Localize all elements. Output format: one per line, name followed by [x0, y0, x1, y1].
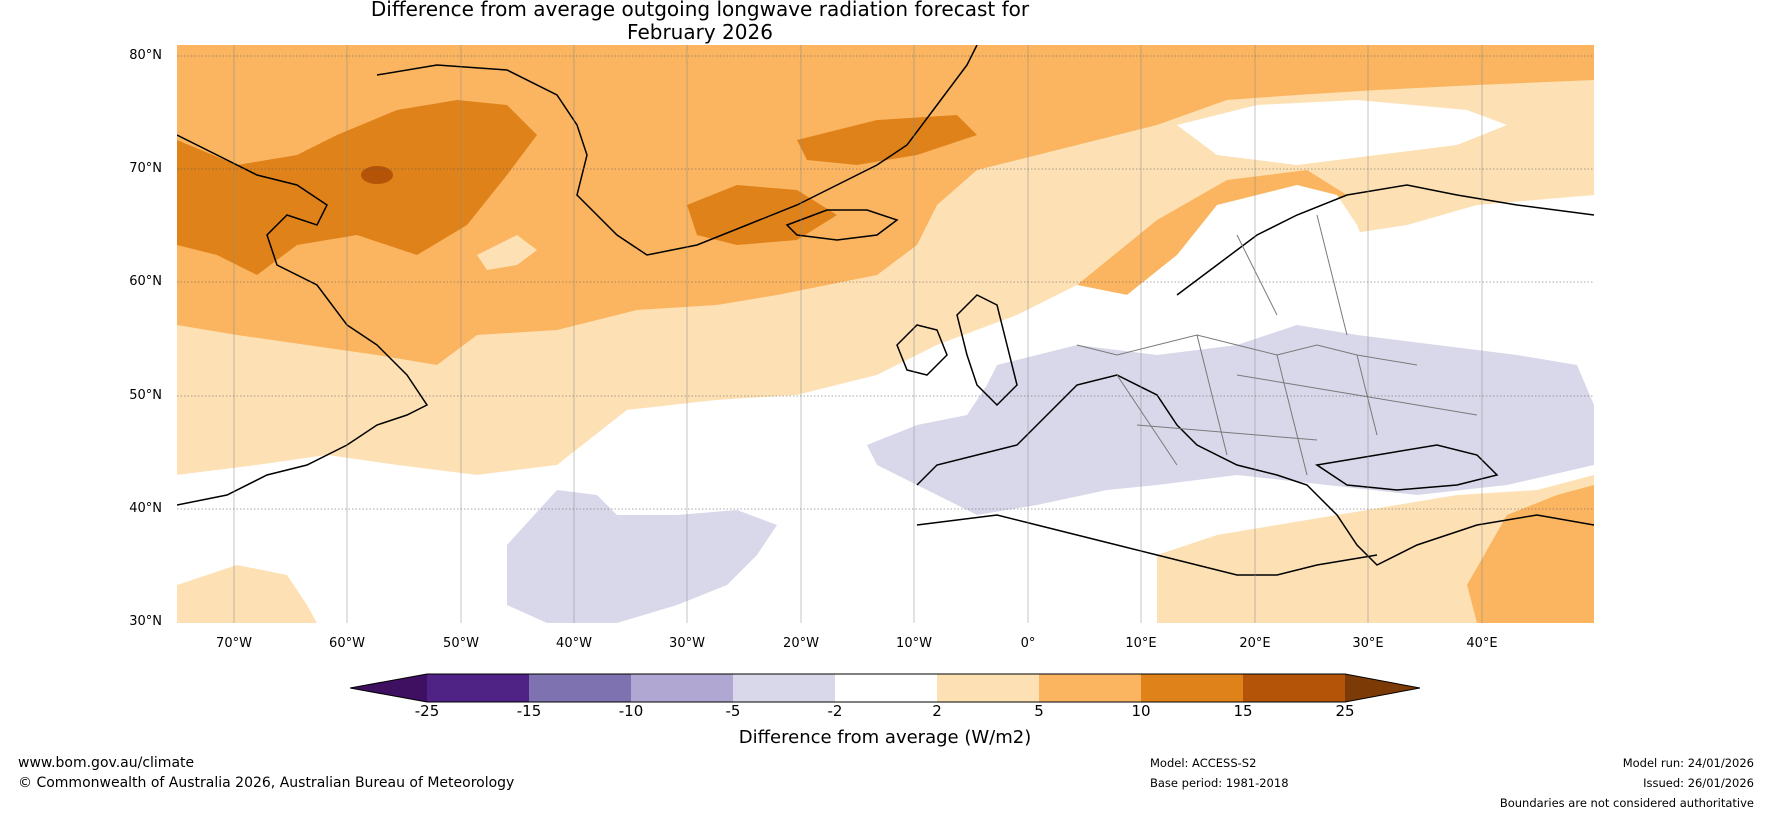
title-line-2: February 2026: [627, 20, 773, 44]
anomaly-map: [177, 45, 1594, 623]
website-link[interactable]: www.bom.gov.au/climate: [18, 755, 195, 771]
lat-label-50n: 50°N: [129, 388, 162, 403]
country-borders: [1076, 214, 1478, 476]
lon-label-30w: 30°W: [669, 636, 705, 651]
issued-text: Issued: 26/01/2026: [1643, 776, 1754, 790]
lon-label-20e: 20°E: [1239, 636, 1271, 651]
colorbar-tick: 15: [1233, 702, 1253, 720]
lat-label-80n: 80°N: [129, 48, 162, 63]
anomaly-zone-neutral-arctic: [1177, 100, 1507, 165]
colorbar-tick: 10: [1131, 702, 1151, 720]
lon-label-10w: 10°W: [896, 636, 932, 651]
anomaly-zone-dark-orange-iceland: [687, 185, 837, 245]
colorbar-bin: [631, 674, 733, 702]
colorbar-bin: [1141, 674, 1243, 702]
meridians: [233, 45, 1483, 623]
lon-label-10e: 10°E: [1125, 636, 1157, 651]
colorbar-tick: -25: [414, 702, 440, 720]
colorbar-tick: 25: [1335, 702, 1355, 720]
title-line-1: Difference from average outgoing longwav…: [370, 0, 1030, 21]
colorbar-bin: [1039, 674, 1141, 702]
lon-label-50w: 50°W: [443, 636, 479, 651]
model-text: Model: ACCESS-S2: [1150, 756, 1257, 770]
lon-label-70w: 70°W: [216, 636, 252, 651]
lat-label-40n: 40°N: [129, 501, 162, 516]
disclaimer-text: Boundaries are not considered authoritat…: [1499, 796, 1754, 810]
anomaly-zone-light-purple-atlantic: [507, 490, 777, 623]
anomaly-zone-light-purple-europe: [867, 325, 1594, 515]
colorbar-tick: 2: [932, 702, 942, 720]
colorbar-bin: [1243, 674, 1345, 702]
colorbar-bin: [427, 674, 529, 702]
colorbar-bin: [529, 674, 631, 702]
lon-label-40w: 40°W: [556, 636, 592, 651]
chart-title: Difference from average outgoing longwav…: [0, 0, 1400, 44]
base-period-text: Base period: 1981-2018: [1150, 776, 1289, 790]
lon-label-20w: 20°W: [783, 636, 819, 651]
lon-label-60w: 60°W: [329, 636, 365, 651]
colorbar-extend-min: [350, 674, 427, 702]
parallels: [177, 55, 1594, 510]
colorbar-tick: -15: [516, 702, 542, 720]
anomaly-zone-orange: [177, 45, 1594, 365]
colorbar-tick: 5: [1034, 702, 1044, 720]
lat-label-70n: 70°N: [129, 161, 162, 176]
anomaly-zone-light-orange-sw: [177, 565, 317, 623]
colorbar-tick: -2: [827, 702, 843, 720]
lon-label-30e: 30°E: [1352, 636, 1384, 651]
model-run-text: Model run: 24/01/2026: [1622, 756, 1754, 770]
anomaly-zone-neutral-labrador: [477, 235, 537, 270]
colorbar-tick: -10: [618, 702, 644, 720]
copyright-text: © Commonwealth of Australia 2026, Austra…: [18, 775, 515, 791]
colorbar-label: Difference from average (W/m2): [738, 727, 1032, 748]
lat-label-30n: 30°N: [129, 614, 162, 629]
anomaly-zone-dark-orange-greenland: [177, 100, 537, 275]
colorbar-extend-max: [1345, 674, 1420, 702]
colorbar-bin: [733, 674, 835, 702]
anomaly-zone-dark-orange-north: [797, 115, 977, 165]
colorbar: [350, 673, 1420, 703]
anomaly-zone-darkest-orange: [361, 166, 393, 184]
lon-label-40e: 40°E: [1466, 636, 1498, 651]
lat-label-60n: 60°N: [129, 274, 162, 289]
lon-label-0: 0°: [1020, 636, 1036, 651]
colorbar-tick: -5: [725, 702, 741, 720]
colorbar-bin: [835, 674, 937, 702]
colorbar-bin: [937, 674, 1039, 702]
